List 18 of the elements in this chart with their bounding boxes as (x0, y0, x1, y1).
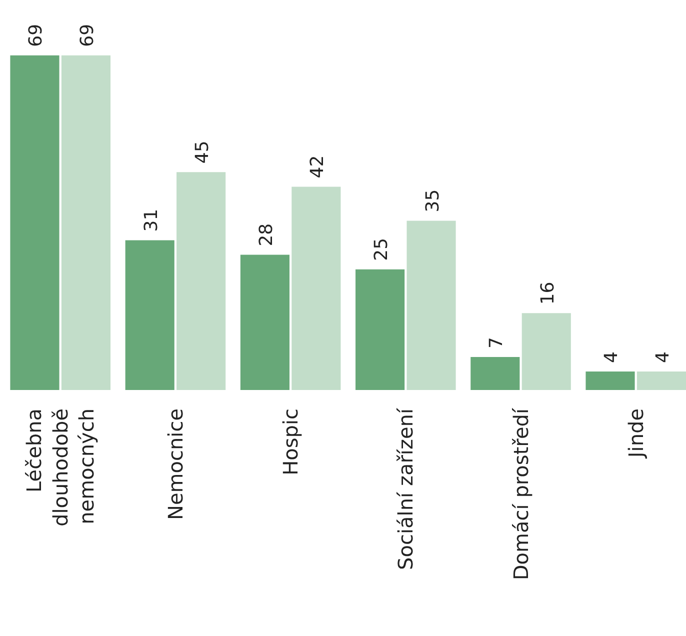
data-label: 4 (601, 352, 622, 364)
x-tick-label: Hospic (278, 408, 303, 476)
data-label: 45 (192, 140, 214, 164)
data-label: 35 (422, 189, 444, 212)
data-label: 42 (307, 155, 328, 178)
x-tick-label: Jinde (624, 408, 648, 460)
x-tick-label: Sociální zařízení (394, 407, 418, 570)
data-label: 4 (652, 352, 674, 364)
data-label: 69 (26, 24, 47, 47)
x-tick-label: Domácí prostředí (508, 407, 533, 580)
x-tick-label: Nemocnice (163, 408, 188, 520)
x-tick-label: Léčebna dlouhodobě nemocných (22, 408, 99, 526)
data-label: 7 (486, 336, 508, 348)
data-label: 28 (256, 223, 277, 246)
data-label: 25 (371, 238, 392, 261)
data-label: 69 (76, 24, 98, 47)
data-label: 31 (140, 208, 162, 232)
data-label: 16 (537, 282, 558, 305)
